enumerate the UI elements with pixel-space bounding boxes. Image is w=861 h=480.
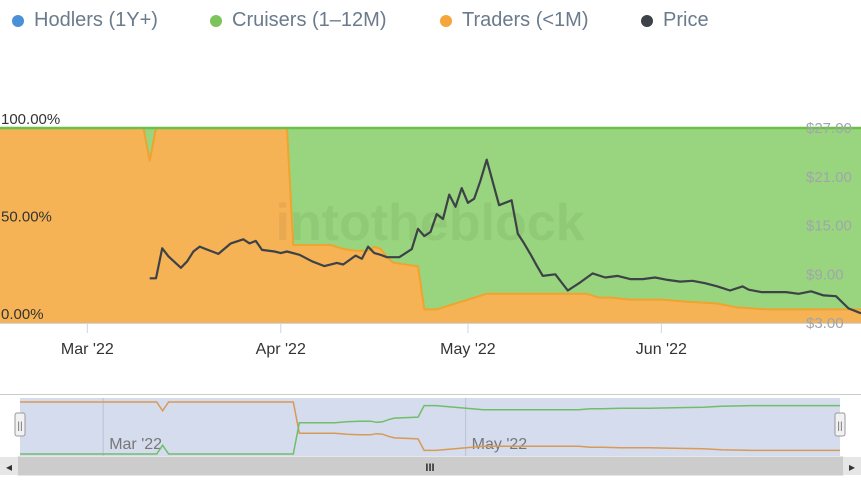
x-tick-label: Jun '22 <box>636 341 687 358</box>
legend-dot-traders <box>440 14 452 27</box>
navigator-line-cruisers <box>20 404 840 455</box>
legend-dot-cruisers <box>210 14 222 27</box>
handle-body <box>14 412 26 437</box>
scroll-left-button <box>0 457 18 475</box>
y-right-tick-label: $21.00 <box>806 169 852 186</box>
legend-label-cruisers: Cruisers (1–12M) <box>232 9 387 31</box>
y-right-tick-label: $15.00 <box>806 218 852 235</box>
x-tick-label: Apr '22 <box>256 341 306 358</box>
y-left-tick-label: 0.00% <box>1 306 44 323</box>
legend-item-traders[interactable]: Traders (<1M) <box>440 9 589 32</box>
legend-item-price[interactable]: Price <box>641 9 709 32</box>
legend-item-hodlers[interactable]: Hodlers (1Y+) <box>12 9 158 32</box>
navigator-tick-label: May '22 <box>472 436 528 453</box>
navigator-tick-label: Mar '22 <box>109 436 162 453</box>
scroll-right-arrow-icon: ▸ <box>849 460 855 474</box>
x-tick-label: May '22 <box>440 341 496 358</box>
legend-dot-hodlers <box>12 14 24 27</box>
legend-item-cruisers[interactable]: Cruisers (1–12M) <box>210 9 386 32</box>
scroll-right-button <box>843 457 861 475</box>
navigator-handle-left[interactable]: || <box>14 412 26 437</box>
legend-label-price: Price <box>663 9 709 31</box>
series-line-traders <box>0 127 861 311</box>
legend-dot-price <box>641 14 653 27</box>
scrollbar-grip-icon: III <box>425 462 434 474</box>
series-area-traders <box>0 128 861 323</box>
scrollbar[interactable]: III ◂ ▸ <box>0 456 861 476</box>
y-right-tick-label: $27.00 <box>806 120 852 137</box>
navigator-handle-right[interactable]: || <box>834 412 846 437</box>
handle-body <box>834 412 846 437</box>
watermark: intotheblock <box>275 194 584 252</box>
series-line-price <box>149 158 861 315</box>
y-right-tick-label: $3.00 <box>806 315 844 332</box>
handle-grip-icon: || <box>837 421 842 432</box>
handle-grip-icon: || <box>17 421 22 432</box>
chart-legend: Hodlers (1Y+) Cruisers (1–12M) Traders (… <box>0 0 861 44</box>
legend-label-hodlers: Hodlers (1Y+) <box>34 9 158 31</box>
y-right-tick-label: $9.00 <box>806 266 844 283</box>
scroll-left-arrow-icon: ◂ <box>6 460 12 474</box>
x-tick-label: Mar '22 <box>61 341 114 358</box>
y-left-tick-label: 50.00% <box>1 209 52 226</box>
y-left-tick-label: 100.00% <box>1 111 60 128</box>
legend-label-traders: Traders (<1M) <box>462 9 589 31</box>
